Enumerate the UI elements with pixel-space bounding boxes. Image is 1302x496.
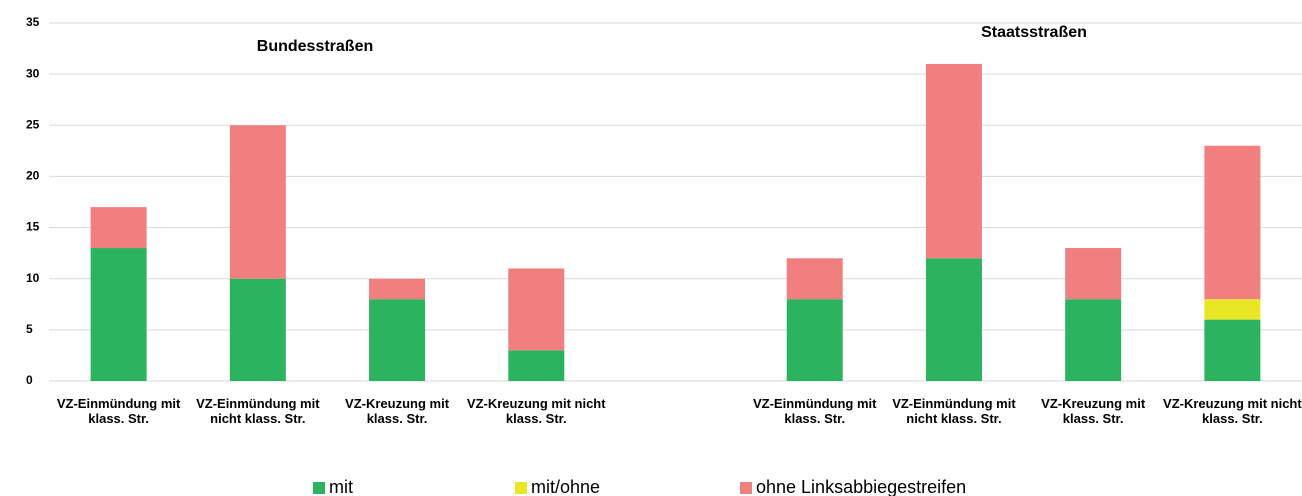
bar-segment bbox=[229, 125, 286, 279]
bar-segment bbox=[925, 63, 982, 259]
y-tick-label: 5 bbox=[26, 322, 33, 336]
bar-segment bbox=[925, 258, 982, 381]
x-tick-label: VZ-Kreuzung mit klass. Str. bbox=[1041, 396, 1146, 426]
legend-item: mit bbox=[313, 477, 353, 496]
bar-segment bbox=[229, 278, 286, 381]
legend-swatch bbox=[515, 481, 527, 494]
legend-label: mit/ohne bbox=[531, 477, 601, 496]
x-tick-label: VZ-Einmündung mit klass. Str. bbox=[752, 396, 877, 426]
annotation: Bundesstraßen bbox=[257, 38, 373, 55]
legend-swatch bbox=[313, 481, 325, 494]
x-tick-label: VZ-Einmündung mit nicht klass. Str. bbox=[892, 396, 1016, 426]
x-tick-label: VZ-Einmündung mit klass. Str. bbox=[56, 396, 181, 426]
x-tick-label: VZ-Kreuzung mit klass. Str. bbox=[345, 396, 450, 426]
x-tick-label: VZ-Kreuzung mit nicht klass. Str. bbox=[466, 396, 606, 426]
bar-segment bbox=[90, 248, 147, 381]
plot: 0 5 10 15 20 25 30 35 Bundesstraßen Staatsstraßen bbox=[26, 15, 1302, 387]
bar-segment bbox=[1204, 145, 1261, 300]
y-tick-label: 15 bbox=[26, 220, 40, 234]
bar-segment bbox=[786, 299, 843, 381]
x-tick-label: VZ-Kreuzung mit nicht klass. Str. bbox=[1163, 396, 1302, 426]
y-tick-label: 35 bbox=[26, 15, 40, 29]
y-tick-label: 20 bbox=[26, 169, 40, 183]
y-tick-label: 10 bbox=[26, 271, 40, 285]
bar-segment bbox=[369, 299, 426, 381]
x-tick-label: VZ-Einmündung mit nicht klass. Str. bbox=[196, 396, 320, 426]
bar-segment bbox=[508, 350, 565, 381]
legend-label: ohne Linksabbiegestreifen bbox=[756, 477, 967, 496]
bar-segment bbox=[369, 278, 426, 300]
y-tick-label: 0 bbox=[26, 373, 33, 387]
bar-segment bbox=[1065, 299, 1122, 381]
bar-segment bbox=[786, 258, 843, 300]
bar-segment bbox=[1065, 248, 1122, 300]
bar-segment bbox=[508, 268, 565, 351]
y-tick-label: 25 bbox=[26, 117, 40, 131]
bar-segment bbox=[1204, 319, 1261, 381]
annotation: Staatsstraßen bbox=[981, 24, 1087, 41]
legend-label: mit bbox=[329, 477, 353, 496]
bar-segment bbox=[90, 207, 147, 249]
legend-item: mit/ohne bbox=[515, 477, 600, 496]
legend-item: ohne Linksabbiegestreifen bbox=[740, 477, 966, 496]
bar-segment bbox=[1204, 299, 1261, 320]
y-tick-label: 30 bbox=[26, 66, 40, 80]
legend-swatch bbox=[740, 481, 752, 494]
legend: mit mit/ohne ohne Linksabbiegestreifen bbox=[0, 477, 1302, 496]
